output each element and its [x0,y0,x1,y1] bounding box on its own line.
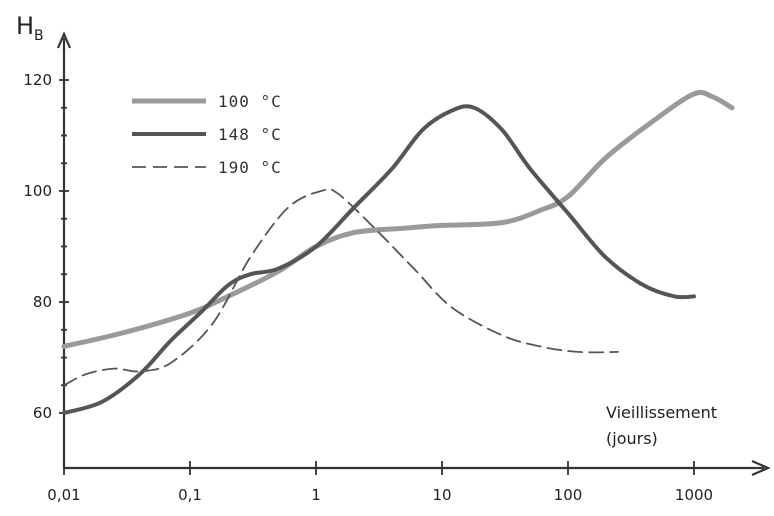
legend-label: 148 °C [218,125,282,144]
y-tick-label: 80 [33,293,52,311]
x-tick-label: 1000 [675,486,713,504]
series-line-solid-dark [62,104,696,415]
x-tick-label: 0,1 [178,486,202,504]
y-axis-label-subscript: B [34,28,44,44]
series-group [61,89,735,415]
series-line-solid-light [61,89,735,349]
x-tick-label: 100 [554,486,583,504]
x-tick-label: 1 [311,486,321,504]
x-axis-label-line1: Vieillissement [606,403,717,422]
series-line-dashed [63,188,619,387]
legend-label: 190 °C [218,158,282,177]
axes [56,31,771,477]
legend: 100 °C 148 °C 190 °C [132,92,282,177]
y-tick-label: 60 [33,404,52,422]
x-ticks: 0,01 0,1 1 10 100 1000 [47,461,713,504]
y-tick-label: 120 [23,71,52,89]
legend-label: 100 °C [218,92,282,111]
y-axis-label: HB [16,12,44,44]
x-axis-arrow [751,459,771,477]
x-tick-label: 10 [432,486,451,504]
x-axis-label-line2: (jours) [606,429,658,448]
y-tick-label: 100 [23,182,52,200]
y-ticks: 60 80 100 120 [23,71,69,422]
x-tick-label: 0,01 [47,486,80,504]
y-axis-arrow [56,31,72,49]
